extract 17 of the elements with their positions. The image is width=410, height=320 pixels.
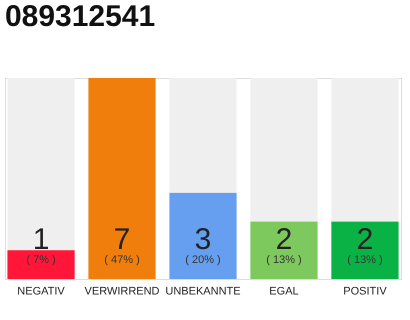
annotation: ( 13% ) [347, 254, 383, 266]
x-tick-label: UNBEKANNTE [165, 286, 241, 298]
x-tick-label: EGAL [269, 286, 299, 298]
data-label: 2 [276, 223, 292, 256]
data-label: 3 [194, 223, 212, 256]
x-tick-label: VERWIRREND [84, 286, 160, 298]
data-label: 1 [32, 223, 50, 256]
annotation: ( 13% ) [266, 254, 302, 266]
chart-title: 089312541 [5, 0, 156, 33]
x-tick-label: NEGATIV [17, 286, 66, 298]
annotation: ( 47% ) [104, 254, 140, 266]
x-tick-label: POSITIV [343, 286, 388, 298]
data-label: 2 [356, 223, 374, 256]
bar [7, 250, 75, 279]
annotation: ( 20% ) [185, 254, 221, 266]
data-label: 7 [114, 223, 130, 256]
annotation: ( 7% ) [26, 254, 56, 266]
